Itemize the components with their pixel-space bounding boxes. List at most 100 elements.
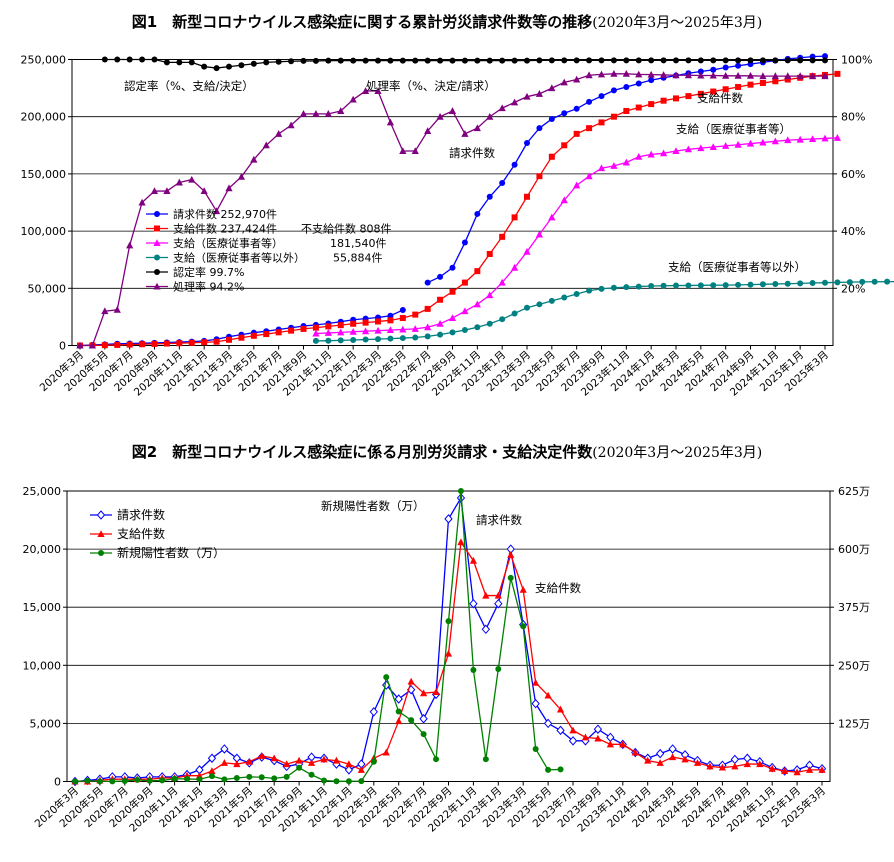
data-point <box>350 337 357 344</box>
data-point <box>673 57 679 64</box>
data-point <box>151 340 158 347</box>
data-point <box>159 777 166 784</box>
data-point <box>818 766 826 773</box>
data-point <box>648 283 655 290</box>
data-point <box>300 57 307 64</box>
data-point <box>710 57 717 64</box>
data-point <box>834 70 841 77</box>
data-point <box>797 280 804 287</box>
data-point <box>362 319 369 326</box>
data-point <box>494 598 503 609</box>
data-point <box>312 337 319 344</box>
data-point <box>598 93 605 100</box>
data-point <box>275 58 282 65</box>
data-point <box>362 336 369 343</box>
legend-label: 支給（医療従事者等） <box>173 236 283 250</box>
data-point <box>246 773 253 780</box>
data-point <box>536 301 543 308</box>
data-point <box>411 325 419 332</box>
data-point <box>449 264 456 271</box>
data-point <box>195 771 204 779</box>
data-point <box>448 314 457 322</box>
y-right-tick-label: 625万 <box>838 485 870 498</box>
data-point <box>139 341 146 348</box>
data-point <box>176 340 183 347</box>
data-point <box>759 138 767 146</box>
data-point <box>656 759 664 766</box>
data-point <box>386 326 395 334</box>
data-point <box>437 273 444 280</box>
data-point <box>759 72 767 80</box>
legend-label: 請求件数 <box>117 507 165 522</box>
data-point <box>532 678 540 686</box>
data-point <box>535 90 544 97</box>
data-point <box>544 691 552 699</box>
data-point <box>308 771 315 778</box>
data-point <box>660 57 667 64</box>
data-point <box>735 57 742 64</box>
data-point <box>697 90 704 97</box>
data-point <box>395 708 402 715</box>
data-point <box>444 649 453 657</box>
data-point <box>561 142 568 149</box>
data-point <box>445 618 452 625</box>
data-point <box>411 147 419 155</box>
data-point <box>593 724 603 734</box>
data-point <box>668 744 677 754</box>
data-point <box>610 87 617 94</box>
data-point <box>139 56 146 63</box>
data-point <box>101 307 109 315</box>
data-point <box>768 764 776 772</box>
data-point <box>523 92 531 100</box>
data-point <box>474 57 481 64</box>
data-point <box>747 81 754 88</box>
data-point <box>511 214 518 221</box>
data-point <box>610 70 618 77</box>
data-point <box>263 59 270 66</box>
data-point <box>350 57 357 64</box>
data-point <box>644 756 652 764</box>
data-point <box>684 145 693 153</box>
data-point <box>495 666 502 673</box>
data-point <box>134 776 141 783</box>
annotation: 支給（医療従事者等以外） <box>668 260 806 274</box>
y-right-tick-label: 80% <box>841 111 865 124</box>
figure2-title-main: 図2 新型コロナウイルス感染症に係る月別労災請求・支給決定件数 <box>131 443 593 461</box>
data-point <box>510 263 519 271</box>
data-point <box>337 322 344 329</box>
data-point <box>237 172 246 180</box>
data-point <box>647 150 655 158</box>
data-point <box>307 759 316 766</box>
data-point <box>556 725 565 736</box>
data-point <box>399 57 406 64</box>
data-point <box>746 72 755 79</box>
data-point <box>486 320 493 327</box>
data-point <box>76 341 84 349</box>
legend-swatch-marker <box>153 239 161 246</box>
data-point <box>486 250 493 257</box>
data-point <box>796 72 804 80</box>
data-point <box>362 57 369 64</box>
data-point <box>781 767 789 775</box>
data-point <box>772 78 779 85</box>
data-point <box>407 677 415 685</box>
data-point <box>722 282 729 289</box>
data-point <box>212 207 221 215</box>
data-point <box>718 763 726 771</box>
series-line <box>74 495 823 783</box>
data-point <box>412 57 419 64</box>
data-point <box>586 57 593 64</box>
data-point <box>585 71 593 79</box>
data-point <box>623 107 630 114</box>
data-point <box>461 57 468 64</box>
data-point <box>673 95 679 102</box>
data-point <box>275 329 282 336</box>
data-point <box>635 104 642 111</box>
data-point <box>573 291 580 298</box>
data-point <box>399 315 406 322</box>
data-point <box>299 110 308 117</box>
data-point <box>424 305 431 312</box>
data-point <box>568 736 578 746</box>
legend-swatch-marker <box>154 225 160 232</box>
data-point <box>557 766 564 773</box>
